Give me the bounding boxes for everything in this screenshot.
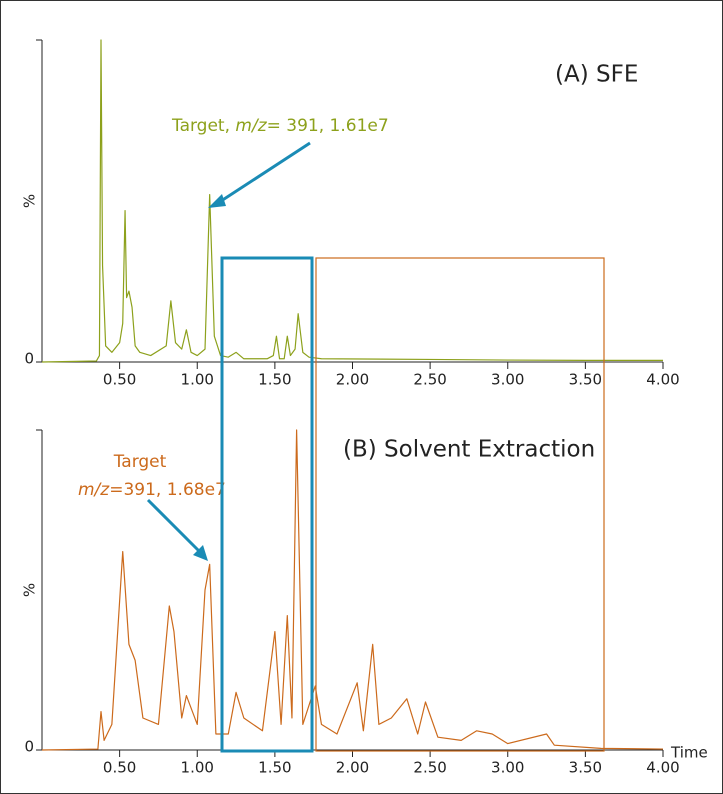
y-tick-label: 0 bbox=[24, 350, 34, 368]
x-tick-label: 0.50 bbox=[103, 371, 136, 389]
x-tick-label: 1.50 bbox=[258, 759, 291, 777]
target-value: = 391, 1.61e7 bbox=[267, 116, 389, 136]
x-tick-label: 2.50 bbox=[413, 759, 446, 777]
target-value: =391, 1.68e7 bbox=[109, 480, 226, 500]
x-tick-label: 0.50 bbox=[103, 759, 136, 777]
y-axis-label: % bbox=[21, 583, 39, 597]
x-tick-label: 3.00 bbox=[491, 371, 524, 389]
target-mz: m/z bbox=[78, 480, 110, 500]
target-text: Target, bbox=[171, 116, 230, 136]
x-axis-label: Time bbox=[670, 744, 708, 762]
x-tick-label: 4.00 bbox=[646, 371, 679, 389]
x-tick-label: 1.00 bbox=[181, 759, 214, 777]
x-tick-label: 3.50 bbox=[569, 759, 602, 777]
highlight-box bbox=[220, 256, 314, 753]
x-tick-label: 2.50 bbox=[413, 371, 446, 389]
panel-label: (B) Solvent Extraction bbox=[343, 437, 595, 463]
panel-label: (A) SFE bbox=[555, 62, 638, 88]
target-label: m/z=391, 1.68e7 bbox=[78, 480, 226, 500]
arrow-head bbox=[208, 194, 226, 208]
arrow bbox=[217, 141, 311, 205]
highlight-box bbox=[315, 257, 605, 752]
target-text: Target bbox=[113, 452, 167, 472]
x-tick-label: 1.00 bbox=[181, 371, 214, 389]
trace bbox=[41, 39, 663, 363]
x-tick-label: 1.50 bbox=[258, 371, 291, 389]
x-tick-label: 2.00 bbox=[336, 371, 369, 389]
x-tick-label: 3.00 bbox=[491, 759, 524, 777]
target-label: Target, m/z= 391, 1.61e7 bbox=[171, 116, 389, 136]
plots: 0 0.50 1.00 1.50 2.00 2.50 3.00 3.50 4.00% 0 0.50 1… bbox=[21, 39, 708, 777]
arrow-head bbox=[193, 545, 208, 561]
trace bbox=[41, 429, 664, 751]
target-mz: m/z bbox=[235, 116, 267, 136]
x-tick-label: 4.00 bbox=[646, 759, 679, 777]
y-axis-label: % bbox=[21, 194, 39, 208]
x-tick-label: 3.50 bbox=[569, 371, 602, 389]
arrow bbox=[146, 498, 202, 554]
x-tick-label: 2.00 bbox=[336, 759, 369, 777]
y-tick-label: 0 bbox=[24, 738, 34, 756]
